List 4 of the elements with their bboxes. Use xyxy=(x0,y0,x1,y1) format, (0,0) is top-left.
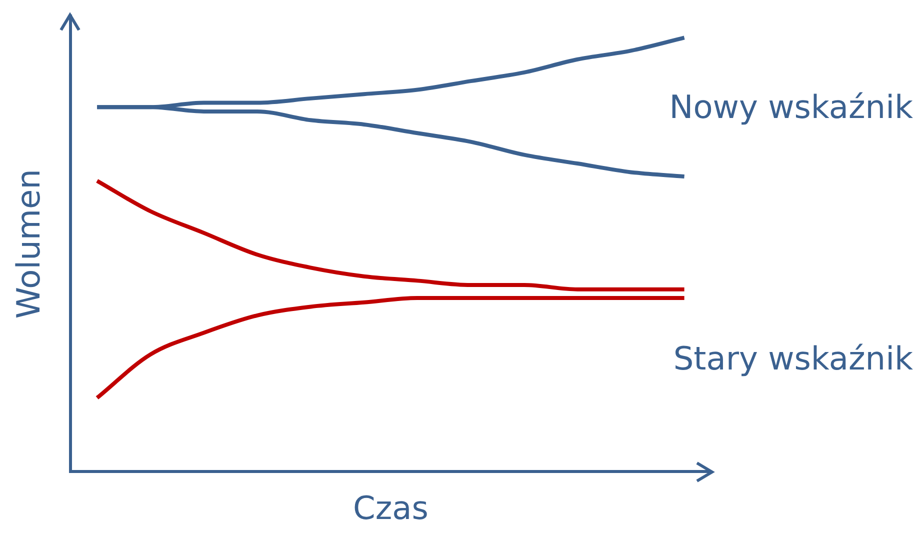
x-axis-title: Czas xyxy=(352,489,428,528)
series-label: Nowy wskaźnik xyxy=(669,88,914,126)
series-label: Stary wskaźnik xyxy=(673,340,914,378)
y-axis-title: Wolumen xyxy=(10,168,48,319)
